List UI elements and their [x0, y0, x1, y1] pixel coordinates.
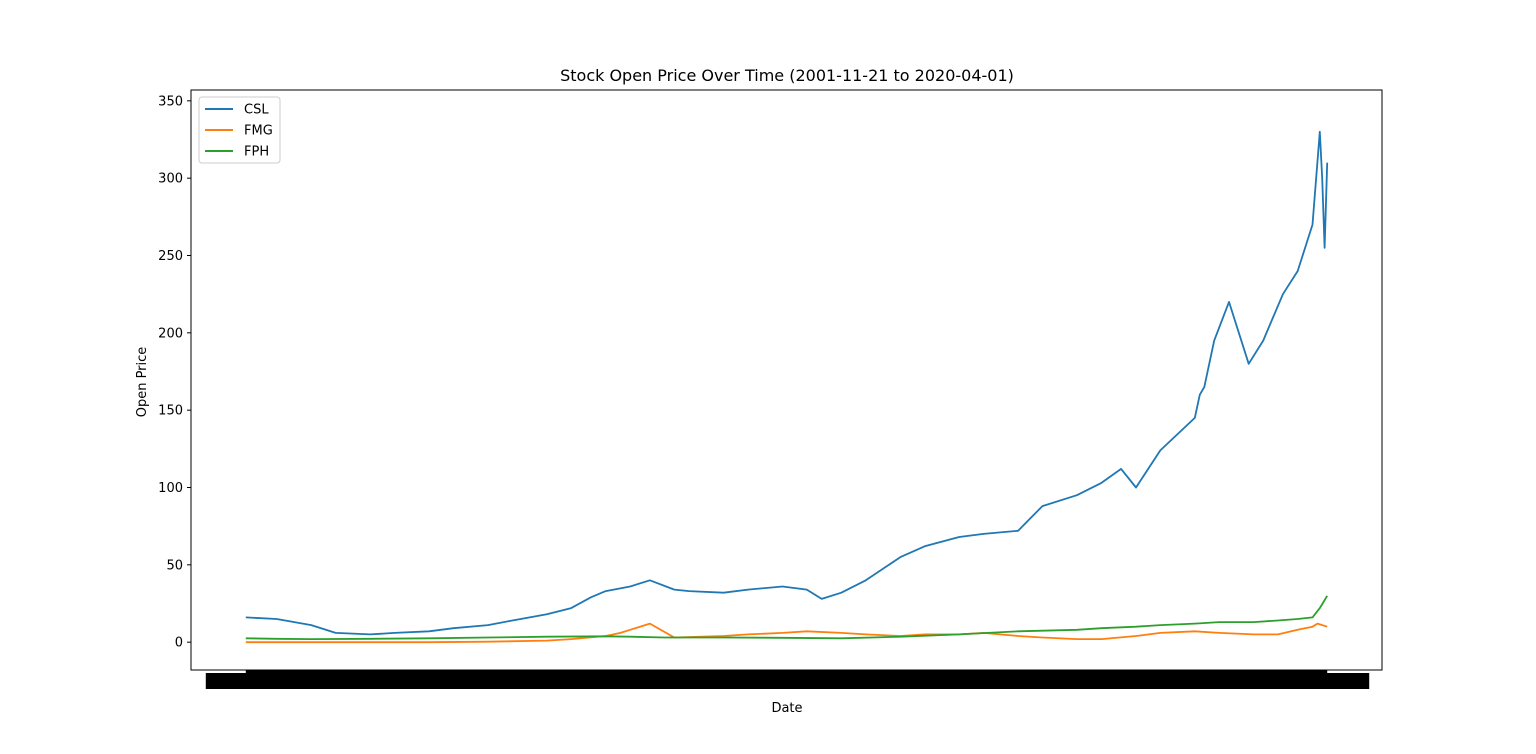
legend-label: CSL [244, 103, 269, 118]
y-axis: 0 50 100 150 200 250 300 350 [158, 94, 191, 651]
x-axis [205, 670, 1370, 689]
chart-title: Stock Open Price Over Time (2001-11-21 t… [560, 66, 1014, 85]
legend-entry-fmg: FMG [205, 124, 273, 139]
series-layer [245, 130, 1329, 644]
y-tick-label: 300 [158, 172, 183, 187]
x-axis-label: Date [771, 701, 802, 716]
y-tick-label: 200 [158, 326, 183, 341]
legend-label: FMG [244, 124, 273, 139]
y-tick-label: 100 [158, 481, 183, 496]
x-tick-label-band [205, 673, 1370, 689]
y-axis-label: Open Price [135, 347, 150, 418]
y-tick-label: 350 [158, 94, 183, 109]
x-tick-marks [245, 670, 1328, 675]
series-line-fph [245, 595, 1328, 640]
legend-label: FPH [244, 145, 269, 160]
legend-entry-csl: CSL [205, 103, 269, 118]
series-line-fmg [245, 622, 1328, 644]
legend-entry-fph: FPH [205, 145, 269, 160]
series-line-csl [245, 130, 1329, 636]
y-tick-label: 250 [158, 249, 183, 264]
y-tick-label: 50 [166, 558, 183, 573]
legend-box [198, 96, 281, 164]
legend: CSL FMG FPH [198, 96, 281, 164]
y-tick-label: 0 [175, 636, 183, 651]
y-tick-label: 150 [158, 404, 183, 419]
